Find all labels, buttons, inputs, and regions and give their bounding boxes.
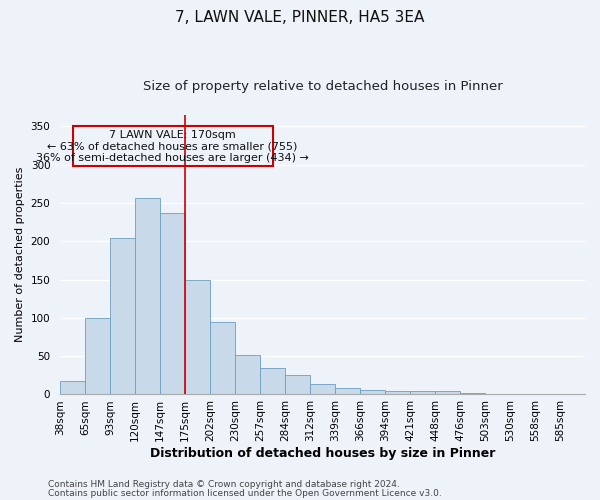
Bar bbox=[310, 384, 335, 394]
Bar bbox=[160, 213, 185, 394]
Text: 7, LAWN VALE, PINNER, HA5 3EA: 7, LAWN VALE, PINNER, HA5 3EA bbox=[175, 10, 425, 25]
Bar bbox=[410, 390, 435, 394]
X-axis label: Distribution of detached houses by size in Pinner: Distribution of detached houses by size … bbox=[150, 447, 495, 460]
Title: Size of property relative to detached houses in Pinner: Size of property relative to detached ho… bbox=[143, 80, 502, 93]
Bar bbox=[435, 392, 460, 394]
Bar bbox=[73, 126, 272, 166]
Bar bbox=[260, 368, 285, 394]
Text: 7 LAWN VALE: 170sqm: 7 LAWN VALE: 170sqm bbox=[109, 130, 236, 140]
Bar bbox=[185, 280, 210, 394]
Bar bbox=[85, 318, 110, 394]
Bar bbox=[385, 392, 410, 394]
Bar bbox=[135, 198, 160, 394]
Text: Contains public sector information licensed under the Open Government Licence v3: Contains public sector information licen… bbox=[48, 488, 442, 498]
Text: Contains HM Land Registry data © Crown copyright and database right 2024.: Contains HM Land Registry data © Crown c… bbox=[48, 480, 400, 489]
Bar bbox=[360, 390, 385, 394]
Bar bbox=[110, 238, 135, 394]
Bar bbox=[335, 388, 360, 394]
Bar bbox=[460, 393, 485, 394]
Text: ← 63% of detached houses are smaller (755): ← 63% of detached houses are smaller (75… bbox=[47, 142, 298, 152]
Bar bbox=[210, 322, 235, 394]
Bar bbox=[285, 374, 310, 394]
Text: 36% of semi-detached houses are larger (434) →: 36% of semi-detached houses are larger (… bbox=[36, 154, 309, 164]
Bar bbox=[60, 380, 85, 394]
Bar bbox=[235, 354, 260, 395]
Y-axis label: Number of detached properties: Number of detached properties bbox=[15, 167, 25, 342]
